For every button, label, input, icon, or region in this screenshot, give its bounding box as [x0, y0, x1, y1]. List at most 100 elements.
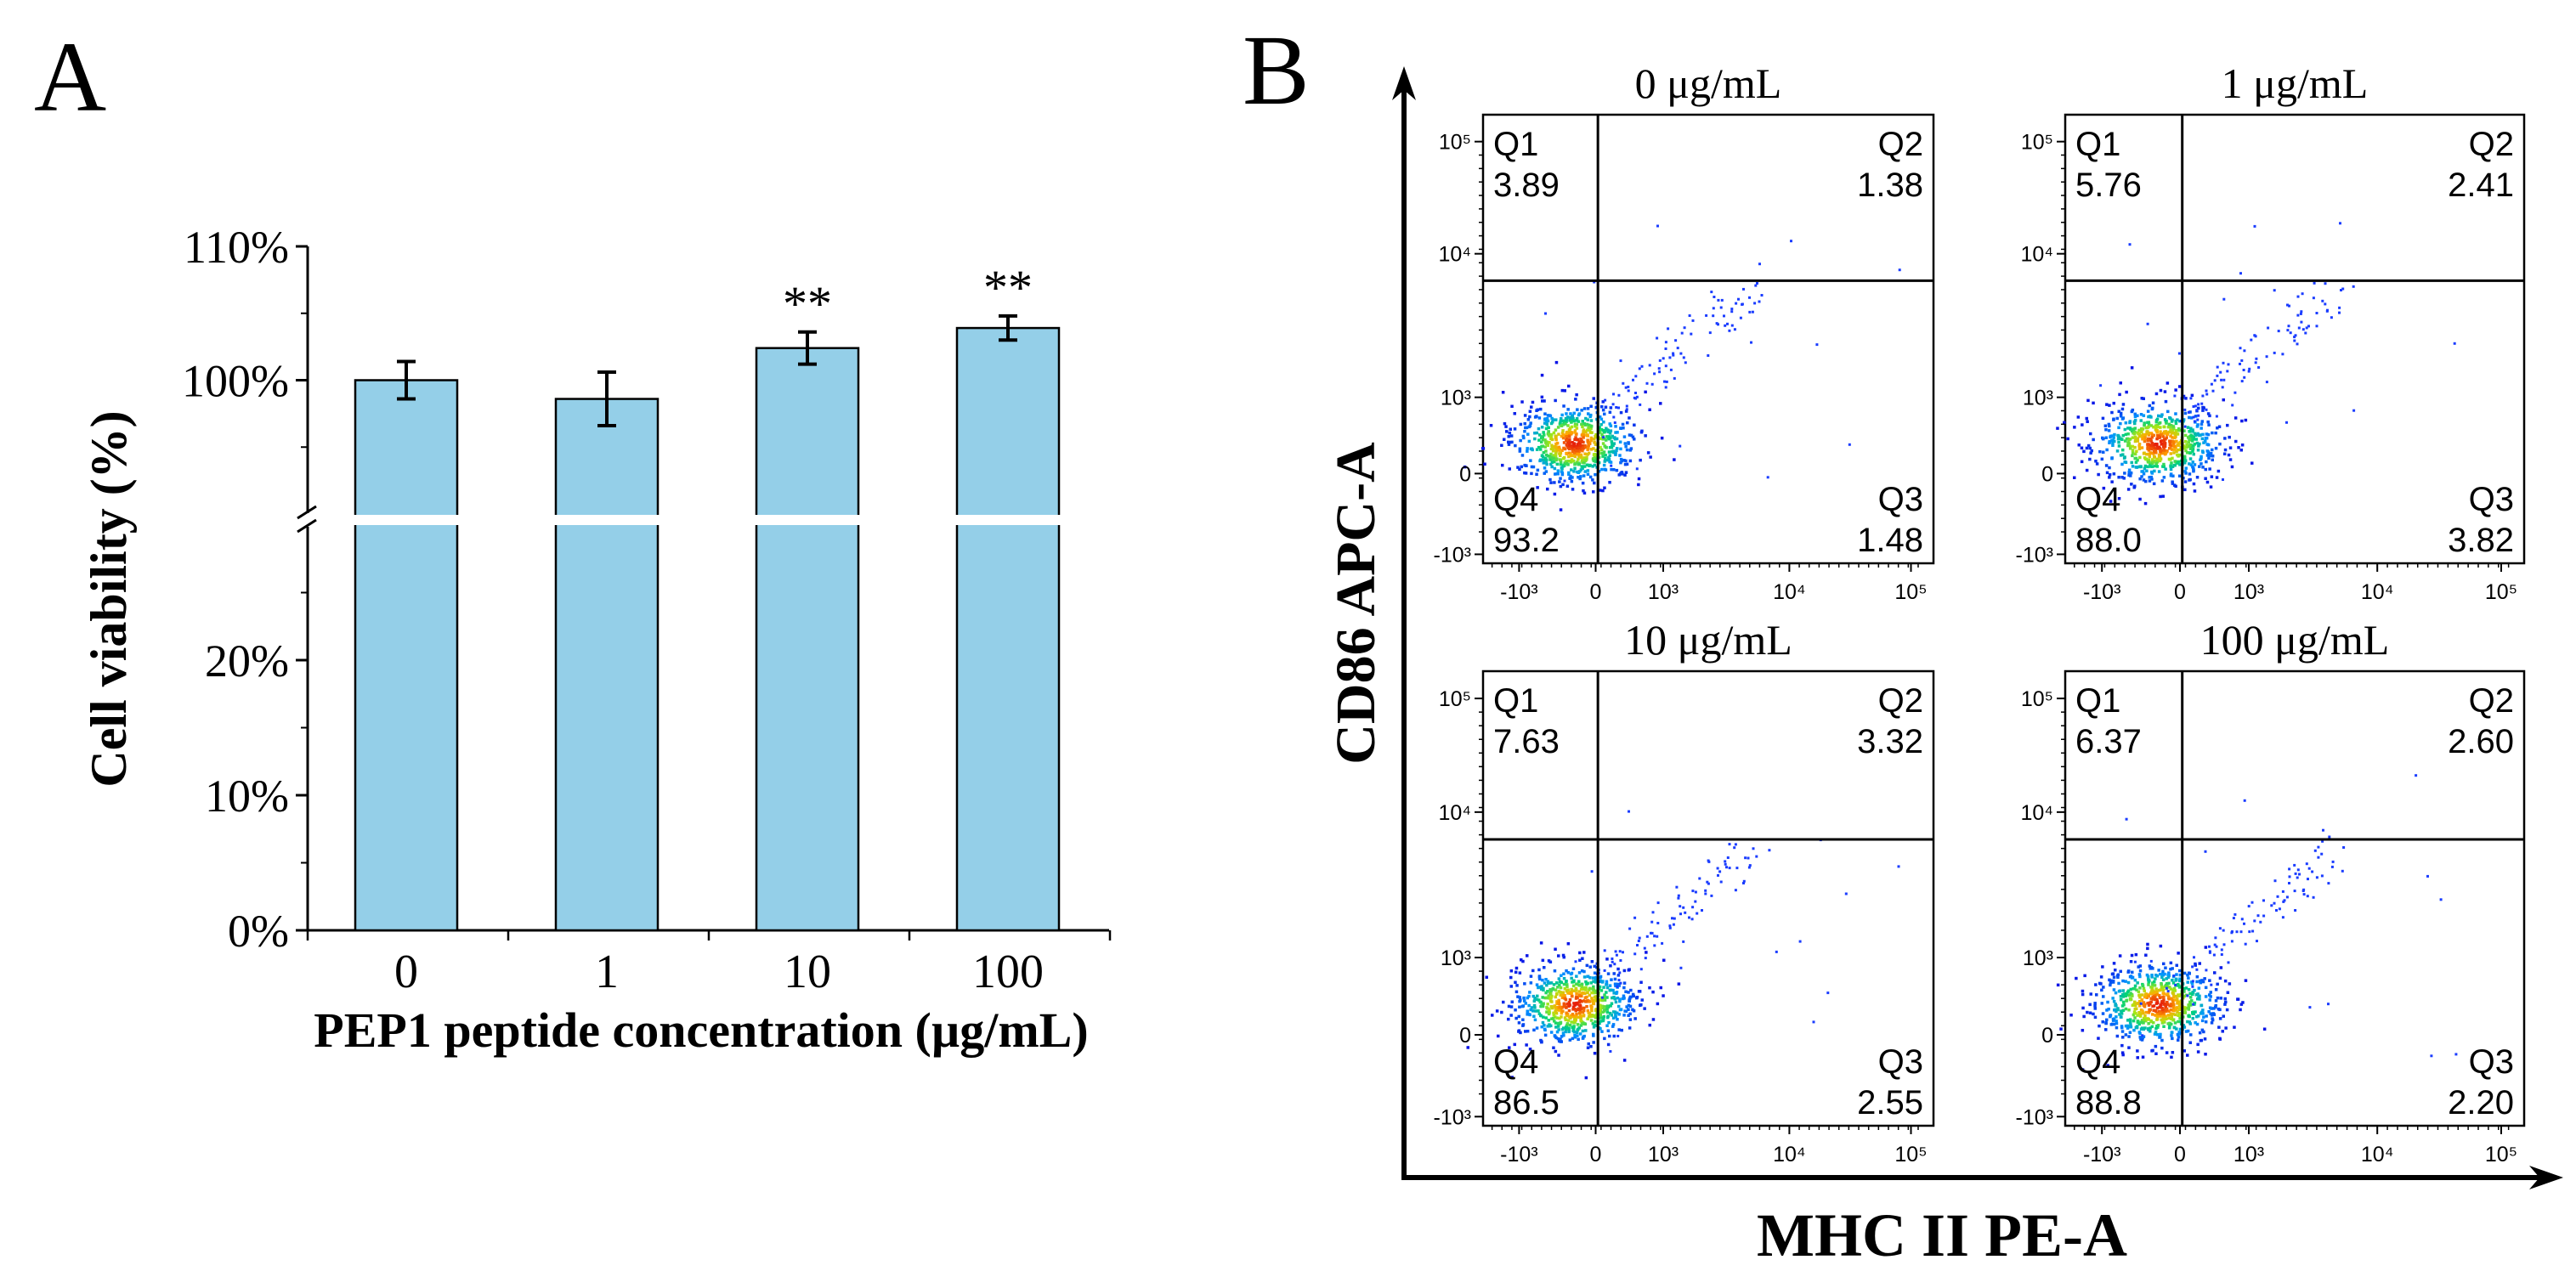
event-dot: [2089, 432, 2092, 436]
event-dot: [2162, 962, 2166, 966]
event-dot: [2131, 994, 2134, 997]
event-dot: [2110, 434, 2115, 438]
event-dot: [1622, 986, 1626, 990]
event-dot: [1562, 446, 1565, 450]
event-dot: [2139, 465, 2143, 469]
event-dot: [2147, 1022, 2150, 1025]
event-dot: [2143, 989, 2146, 993]
event-dot: [2210, 983, 2213, 986]
event-dot: [1603, 949, 1606, 952]
event-dot: [1603, 1005, 1606, 1008]
event-dot: [1598, 1011, 1602, 1015]
event-dot: [2136, 1014, 2139, 1017]
event-dot: [1550, 445, 1554, 449]
event-dot: [2240, 918, 2244, 921]
event-dot: [2133, 1000, 2137, 1004]
event-dot: [1588, 993, 1592, 997]
event-dot: [2247, 370, 2250, 373]
event-dot: [1579, 1019, 1582, 1022]
event-dot: [2154, 1052, 2158, 1055]
event-dot: [1617, 473, 1621, 477]
event-dot: [1594, 453, 1598, 456]
event-dot: [2197, 1014, 2200, 1018]
event-dot: [2153, 449, 2156, 453]
event-dot: [2108, 404, 2111, 407]
event-dot: [1543, 996, 1547, 1000]
event-dot: [1589, 981, 1593, 985]
event-dot: [1584, 987, 1588, 991]
event-dot: [1533, 1006, 1537, 1009]
event-dot: [2125, 817, 2128, 821]
event-dot: [1616, 985, 1619, 988]
event-dot: [2076, 415, 2081, 419]
event-dot: [1650, 920, 1654, 924]
event-dot: [2201, 980, 2205, 984]
event-dot: [2265, 381, 2268, 384]
event-dot: [1594, 472, 1597, 477]
event-dot: [2138, 1000, 2142, 1003]
event-dot: [1533, 997, 1537, 1001]
event-dot: [1509, 440, 1512, 444]
event-dot: [1608, 446, 1612, 449]
event-dot: [2110, 972, 2115, 976]
event-dot: [2098, 981, 2102, 986]
event-dot: [2140, 998, 2143, 1002]
event-dot: [1627, 442, 1630, 445]
event-dot: [1560, 472, 1565, 475]
event-dot: [1581, 425, 1584, 429]
event-dot: [2195, 409, 2199, 412]
event-dot: [1608, 984, 1612, 987]
event-dot: [2210, 1014, 2214, 1017]
event-dot: [2136, 439, 2140, 443]
event-dot: [2131, 444, 2135, 449]
event-dot: [2134, 1003, 2137, 1008]
event-dot: [2175, 449, 2178, 454]
event-dot: [1633, 438, 1636, 441]
event-dot: [2150, 989, 2154, 992]
y-tick-label: 0%: [228, 906, 289, 957]
event-dot: [2178, 1027, 2183, 1031]
event-dot: [2212, 953, 2216, 957]
event-dot: [1569, 474, 1572, 478]
event-dot: [1556, 1025, 1560, 1028]
event-dot: [1726, 322, 1729, 325]
event-dot: [2128, 420, 2132, 423]
event-dot: [1716, 867, 1719, 870]
event-dot: [2159, 439, 2163, 443]
event-dot: [1554, 434, 1557, 438]
event-dot: [2143, 432, 2148, 437]
event-dot: [1648, 408, 1651, 411]
event-dot: [2110, 410, 2114, 415]
event-dot: [1578, 444, 1582, 448]
event-dot: [1584, 1076, 1588, 1080]
event-dot: [1607, 435, 1611, 438]
event-dot: [2150, 441, 2154, 445]
event-dot: [1633, 423, 1636, 427]
event-dot: [1593, 463, 1596, 467]
event-dot: [2166, 985, 2170, 988]
event-dot: [1546, 980, 1550, 983]
event-dot: [1566, 441, 1570, 444]
event-dot: [1527, 425, 1531, 429]
event-dot: [2187, 988, 2191, 991]
event-dot: [2167, 997, 2171, 1000]
event-dot: [2267, 326, 2270, 330]
event-dot: [2134, 1012, 2137, 1015]
event-dot: [1568, 415, 1571, 420]
event-dot: [1624, 471, 1628, 474]
event-dot: [1505, 430, 1509, 433]
event-dot: [1522, 996, 1526, 1000]
event-dot: [1546, 1003, 1549, 1006]
event-dot: [2164, 451, 2168, 455]
event-dot: [2142, 986, 2146, 991]
event-dot: [2102, 437, 2105, 441]
event-dot: [1559, 458, 1562, 461]
event-dot: [2194, 1021, 2197, 1025]
event-dot: [2168, 986, 2171, 989]
event-dot: [2160, 983, 2163, 986]
event-dot: [1575, 419, 1578, 422]
event-dot: [2183, 1008, 2187, 1012]
event-dot: [1550, 1005, 1554, 1008]
event-dot: [2227, 961, 2230, 964]
event-dot: [2148, 1001, 2152, 1005]
